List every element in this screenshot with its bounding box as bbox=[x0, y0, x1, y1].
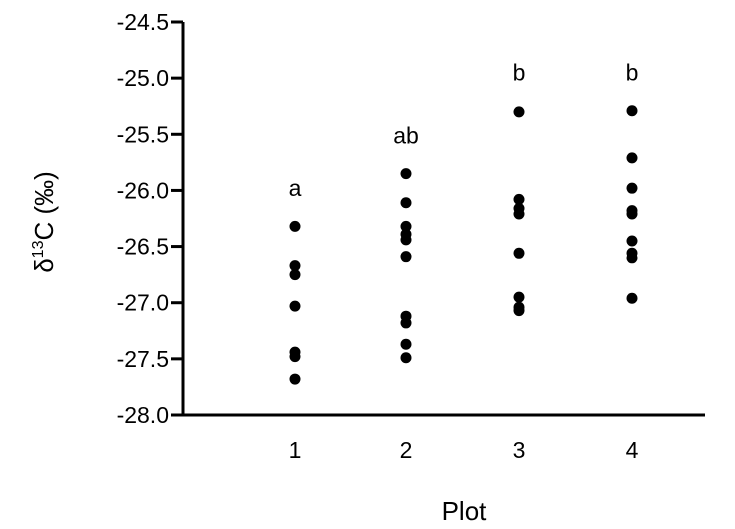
data-point bbox=[513, 305, 525, 317]
axes bbox=[181, 22, 705, 417]
data-point bbox=[626, 105, 638, 117]
y-axis-ticks: -24.5 -25.0 -25.5 -26.0 -26.5 -27.0 -27.5 -28.0 bbox=[117, 9, 183, 428]
y-tick-label: -26.0 bbox=[117, 177, 169, 203]
data-point bbox=[626, 252, 638, 264]
data-point bbox=[400, 168, 412, 180]
x-tick-label: 2 bbox=[400, 437, 413, 463]
x-axis-ticks: 1 2 3 4 bbox=[289, 437, 639, 463]
y-tick-label: -27.0 bbox=[117, 290, 169, 316]
x-tick-label: 4 bbox=[626, 437, 639, 463]
data-point bbox=[289, 373, 301, 385]
data-point bbox=[626, 208, 638, 220]
data-point bbox=[400, 251, 412, 263]
data-point bbox=[400, 352, 412, 364]
data-point bbox=[513, 193, 525, 205]
x-axis-title: Plot bbox=[442, 496, 488, 526]
data-point bbox=[289, 260, 301, 272]
data-point bbox=[626, 292, 638, 304]
data-point bbox=[400, 338, 412, 350]
data-point bbox=[400, 317, 412, 329]
data-point bbox=[626, 182, 638, 194]
y-tick-label: -28.0 bbox=[117, 402, 169, 428]
x-tick-label: 1 bbox=[289, 437, 302, 463]
y-axis-title: δ13C (‰) bbox=[29, 171, 59, 273]
y-tick-label: -27.5 bbox=[117, 346, 169, 372]
y-axis-title-text: δ13C (‰) bbox=[29, 171, 59, 273]
data-point bbox=[626, 235, 638, 247]
data-point bbox=[513, 106, 525, 118]
data-point bbox=[289, 351, 301, 363]
significance-label: b bbox=[626, 59, 639, 85]
data-point bbox=[289, 220, 301, 232]
data-point bbox=[626, 152, 638, 164]
data-point bbox=[289, 269, 301, 281]
data-point bbox=[513, 291, 525, 303]
data-points bbox=[289, 105, 638, 385]
data-point bbox=[289, 300, 301, 312]
data-point bbox=[400, 234, 412, 246]
significance-label: a bbox=[289, 175, 302, 201]
group-labels: a ab b b bbox=[289, 59, 639, 201]
data-point bbox=[513, 247, 525, 259]
significance-label: b bbox=[513, 59, 526, 85]
x-tick-label: 3 bbox=[513, 437, 526, 463]
y-tick-label: -24.5 bbox=[117, 9, 169, 35]
data-point bbox=[400, 220, 412, 232]
data-point bbox=[400, 197, 412, 209]
data-point bbox=[513, 208, 525, 220]
y-tick-label: -26.5 bbox=[117, 234, 169, 260]
y-tick-label: -25.0 bbox=[117, 65, 169, 91]
y-tick-label: -25.5 bbox=[117, 121, 169, 147]
significance-label: ab bbox=[393, 122, 419, 148]
